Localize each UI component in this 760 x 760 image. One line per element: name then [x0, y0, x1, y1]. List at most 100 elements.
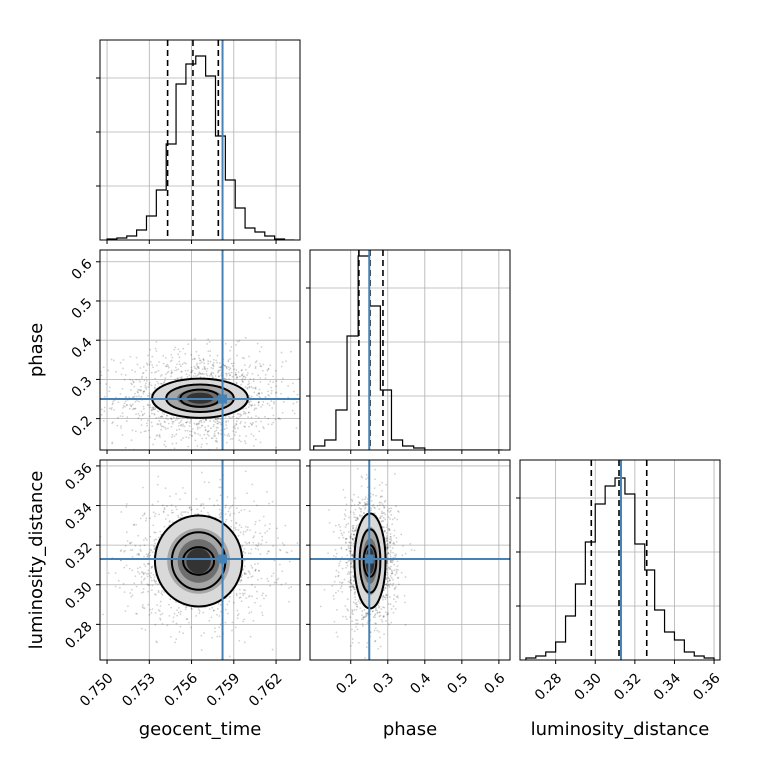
- scatter-point: [353, 504, 356, 506]
- scatter-point: [157, 410, 159, 413]
- scatter-point: [354, 591, 357, 593]
- scatter-point: [409, 543, 412, 545]
- scatter-point: [150, 611, 153, 614]
- scatter-point: [125, 396, 128, 398]
- scatter-point: [341, 556, 343, 559]
- scatter-point: [390, 559, 393, 562]
- scatter-point: [95, 374, 97, 376]
- scatter-point: [386, 562, 389, 565]
- scatter-point: [389, 579, 391, 582]
- scatter-point: [188, 425, 191, 427]
- scatter-point: [186, 618, 189, 621]
- scatter-point: [257, 578, 259, 581]
- scatter-point: [271, 648, 274, 651]
- scatter-point: [174, 346, 177, 349]
- scatter-point: [145, 369, 148, 372]
- scatter-point: [173, 348, 176, 351]
- scatter-point: [215, 437, 218, 440]
- scatter-point: [395, 568, 398, 571]
- scatter-point: [268, 316, 271, 319]
- scatter-point: [145, 388, 148, 390]
- scatter-point: [352, 511, 355, 514]
- scatter-point: [169, 598, 172, 601]
- scatter-point: [180, 423, 183, 426]
- scatter-point: [392, 598, 395, 601]
- panel-hist-geocent_time: [96, 39, 301, 244]
- scatter-point: [124, 396, 127, 399]
- scatter-point: [152, 511, 155, 514]
- scatter-point: [350, 542, 353, 544]
- scatter-point: [344, 541, 347, 544]
- scatter-point: [390, 608, 393, 610]
- scatter-point: [389, 559, 392, 562]
- scatter-point: [266, 402, 269, 405]
- y-tick-label: 0.34: [62, 500, 95, 533]
- scatter-point: [266, 530, 269, 533]
- scatter-point: [258, 388, 261, 391]
- scatter-point: [349, 550, 352, 553]
- scatter-point: [157, 609, 160, 611]
- scatter-point: [269, 523, 271, 525]
- scatter-point: [385, 568, 388, 571]
- scatter-point: [254, 387, 257, 390]
- scatter-point: [243, 357, 246, 360]
- scatter-point: [385, 577, 388, 579]
- scatter-point: [262, 363, 265, 366]
- x-tick-label: 0.30: [572, 670, 605, 703]
- scatter-point: [354, 586, 356, 589]
- scatter-point: [150, 409, 153, 412]
- scatter-point: [351, 585, 354, 588]
- scatter-point: [358, 502, 361, 505]
- scatter-point: [158, 513, 161, 516]
- scatter-point: [203, 365, 206, 368]
- scatter-point: [390, 537, 392, 540]
- scatter-point: [364, 657, 366, 659]
- scatter-point: [148, 551, 151, 554]
- scatter-point: [190, 430, 193, 433]
- scatter-point: [206, 367, 209, 370]
- scatter-point: [144, 537, 147, 539]
- scatter-point: [245, 525, 247, 528]
- scatter-point: [385, 583, 388, 586]
- scatter-point: [251, 583, 253, 586]
- scatter-point: [91, 371, 93, 373]
- scatter-point: [149, 608, 151, 611]
- scatter-point: [241, 574, 243, 577]
- scatter-point: [382, 520, 385, 522]
- scatter-point: [133, 395, 136, 398]
- scatter-point: [350, 536, 352, 539]
- scatter-point: [355, 601, 358, 604]
- scatter-point: [128, 396, 131, 399]
- scatter-point: [247, 552, 250, 555]
- scatter-point: [248, 594, 251, 597]
- scatter-point: [231, 621, 234, 624]
- scatter-point: [356, 518, 359, 521]
- scatter-point: [364, 506, 367, 509]
- scatter-point: [140, 582, 143, 585]
- scatter-point: [394, 555, 397, 557]
- scatter-point: [343, 578, 346, 581]
- scatter-point: [374, 609, 377, 612]
- scatter-point: [138, 400, 140, 403]
- scatter-point: [147, 554, 149, 557]
- scatter-point: [177, 607, 180, 609]
- scatter-point: [143, 607, 146, 610]
- scatter-point: [354, 598, 357, 601]
- scatter-point: [372, 493, 375, 496]
- scatter-point: [351, 554, 354, 557]
- scatter-point: [180, 370, 182, 373]
- scatter-point: [223, 428, 226, 431]
- scatter-point: [158, 610, 161, 613]
- scatter-point: [177, 516, 180, 519]
- scatter-point: [130, 382, 133, 385]
- scatter-point: [148, 383, 151, 386]
- scatter-point: [288, 560, 291, 563]
- scatter-point: [216, 422, 219, 425]
- scatter-point: [144, 565, 147, 568]
- scatter-point: [139, 380, 142, 383]
- scatter-point: [211, 437, 214, 439]
- scatter-point: [348, 549, 351, 552]
- scatter-point: [129, 404, 132, 406]
- scatter-point: [199, 504, 202, 507]
- scatter-point: [253, 404, 256, 407]
